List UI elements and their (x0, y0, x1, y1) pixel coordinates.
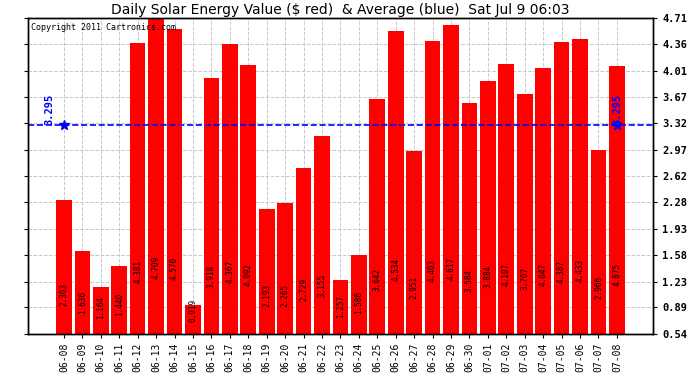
Text: 4.367: 4.367 (226, 260, 235, 283)
Text: 4.075: 4.075 (613, 263, 622, 286)
Bar (572, 39, 588, 375)
Text: 4.381: 4.381 (133, 260, 142, 283)
Bar (388, 31, 404, 375)
Bar (591, 150, 607, 375)
Text: 1.164: 1.164 (97, 296, 106, 319)
Bar (480, 81, 495, 375)
Text: 4.092: 4.092 (244, 263, 253, 286)
Bar (130, 43, 146, 375)
Text: 4.433: 4.433 (575, 259, 584, 282)
Bar (425, 41, 440, 375)
Bar (535, 68, 551, 375)
Text: 4.709: 4.709 (152, 256, 161, 279)
Text: 0.919: 0.919 (188, 299, 197, 322)
Text: 3.642: 3.642 (373, 268, 382, 291)
Bar (204, 78, 219, 375)
Text: 4.107: 4.107 (502, 262, 511, 286)
Bar (296, 168, 311, 375)
Bar (517, 94, 533, 375)
Text: 3.584: 3.584 (465, 268, 474, 292)
Text: 3.918: 3.918 (207, 265, 216, 288)
Text: 2.951: 2.951 (410, 276, 419, 299)
Text: 1.257: 1.257 (336, 295, 345, 318)
Text: 2.729: 2.729 (299, 278, 308, 302)
Bar (351, 255, 366, 375)
Text: 4.570: 4.570 (170, 257, 179, 280)
Bar (148, 18, 164, 375)
Text: 2.966: 2.966 (594, 276, 603, 298)
Bar (185, 305, 201, 375)
Bar (314, 136, 330, 375)
Bar (222, 44, 237, 375)
Bar (56, 200, 72, 375)
Text: 1.586: 1.586 (355, 291, 364, 314)
Text: 1.636: 1.636 (78, 291, 87, 314)
Text: 3.155: 3.155 (317, 273, 326, 297)
Bar (333, 279, 348, 375)
Text: 4.387: 4.387 (557, 260, 566, 282)
Text: 3.295: 3.295 (45, 94, 55, 125)
Text: 4.617: 4.617 (446, 257, 455, 280)
Bar (369, 99, 385, 375)
Bar (609, 66, 624, 375)
Bar (406, 151, 422, 375)
Text: 4.047: 4.047 (539, 263, 548, 286)
Bar (554, 42, 569, 375)
Text: 3.295: 3.295 (612, 94, 622, 125)
Bar (443, 25, 459, 375)
Bar (111, 266, 127, 375)
Text: 2.265: 2.265 (281, 284, 290, 307)
Text: 3.707: 3.707 (520, 267, 529, 290)
Title: Daily Solar Energy Value ($ red)  & Average (blue)  Sat Jul 9 06:03: Daily Solar Energy Value ($ red) & Avera… (111, 3, 570, 17)
Bar (462, 103, 477, 375)
Bar (240, 65, 256, 375)
Bar (167, 28, 182, 375)
Bar (75, 251, 90, 375)
Text: 1.440: 1.440 (115, 293, 124, 316)
Text: 2.193: 2.193 (262, 284, 271, 308)
Text: 4.534: 4.534 (391, 258, 400, 281)
Bar (259, 209, 275, 375)
Bar (277, 203, 293, 375)
Text: 2.303: 2.303 (59, 283, 68, 306)
Bar (93, 286, 108, 375)
Text: 3.884: 3.884 (484, 265, 493, 288)
Bar (498, 64, 514, 375)
Text: 4.403: 4.403 (428, 259, 437, 282)
Text: Copyright 2011 Cartronics.com: Copyright 2011 Cartronics.com (31, 22, 176, 32)
